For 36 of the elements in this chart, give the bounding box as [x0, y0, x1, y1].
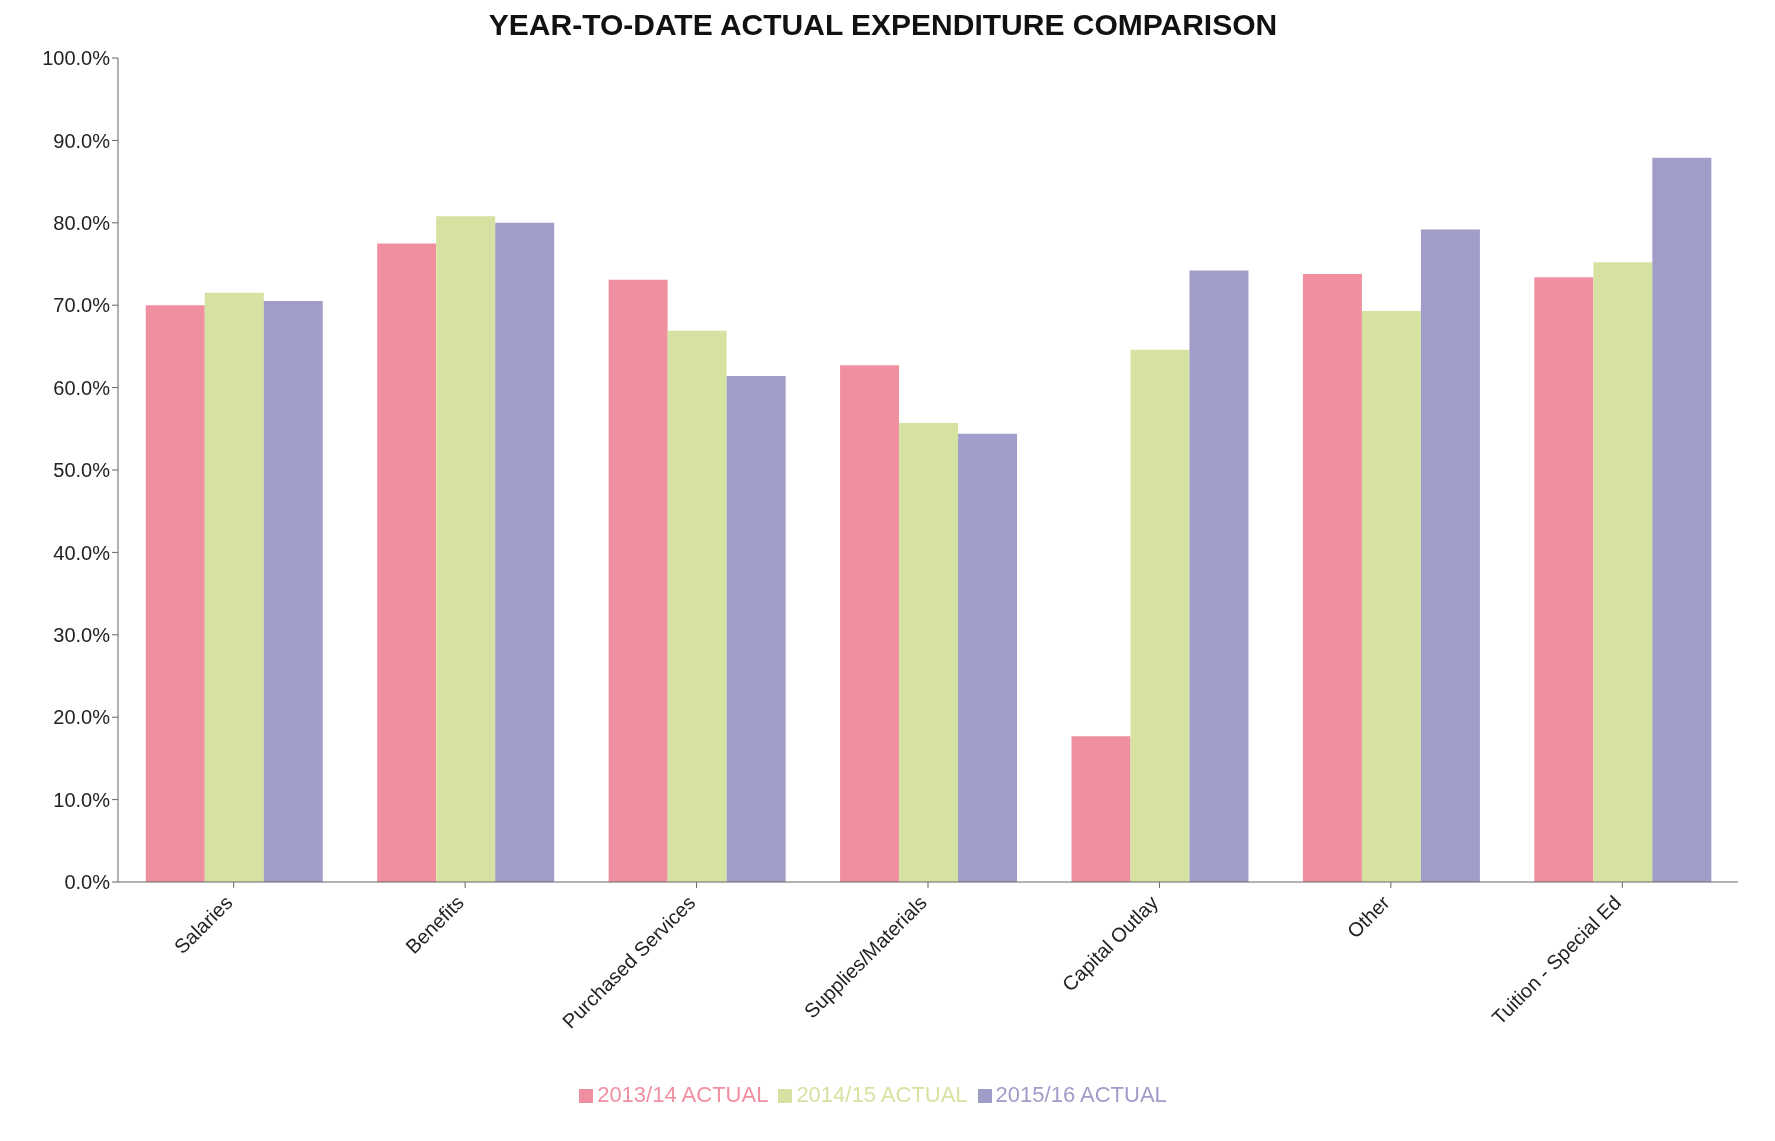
- legend-label: 2014/15 ACTUAL: [796, 1082, 968, 1107]
- bar: [667, 330, 727, 882]
- y-tick-label: 10.0%: [53, 788, 111, 811]
- bar: [1652, 157, 1712, 882]
- bar: [1420, 229, 1480, 882]
- y-tick-label: 100.0%: [42, 47, 111, 70]
- bar: [899, 423, 959, 882]
- bar: [840, 365, 900, 882]
- bar: [204, 292, 264, 882]
- y-tick-label: 80.0%: [53, 211, 111, 234]
- bar: [495, 222, 555, 882]
- bar: [1534, 277, 1594, 882]
- bar: [1361, 310, 1421, 882]
- y-tick-label: 30.0%: [53, 623, 111, 646]
- y-tick-label: 90.0%: [53, 129, 111, 152]
- legend-label: 2015/16 ACTUAL: [995, 1082, 1167, 1107]
- bar: [1130, 349, 1190, 882]
- bar: [1302, 273, 1362, 882]
- y-tick-label: 40.0%: [53, 541, 111, 564]
- bar: [377, 243, 437, 882]
- bar: [1189, 270, 1249, 882]
- bar: [726, 376, 786, 882]
- y-tick-label: 60.0%: [53, 376, 111, 399]
- bar: [1593, 262, 1653, 882]
- y-tick-label: 0.0%: [64, 871, 111, 894]
- bar: [1071, 736, 1131, 882]
- bar: [436, 216, 496, 882]
- y-tick-label: 70.0%: [53, 294, 111, 317]
- bar: [263, 301, 323, 882]
- legend-label: 2013/14 ACTUAL: [597, 1082, 769, 1107]
- bar: [608, 279, 668, 882]
- y-tick-label: 20.0%: [53, 706, 111, 729]
- bar: [145, 305, 205, 882]
- bar: [958, 433, 1018, 882]
- y-tick-label: 50.0%: [53, 459, 111, 482]
- chart-title: YEAR-TO-DATE ACTUAL EXPENDITURE COMPARISON: [487, 8, 1279, 43]
